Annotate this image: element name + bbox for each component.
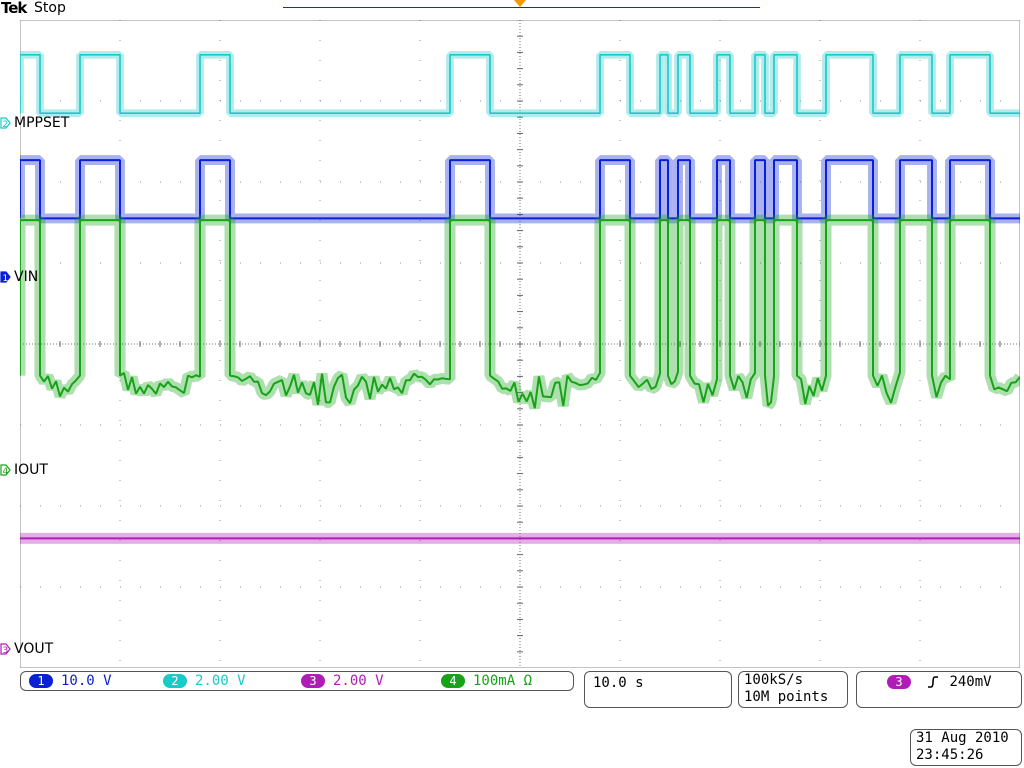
ch2-marker-icon: 2: [0, 117, 11, 129]
channel-scale-panel[interactable]: 1 10.0 V 2 2.00 V 3 2.00 V 4 100mA Ω: [20, 671, 574, 691]
ch4-scale[interactable]: 4 100mA Ω: [441, 673, 532, 689]
acquisition-status: Stop: [34, 0, 66, 16]
record-length: 10M points: [744, 689, 829, 705]
ch4-label: 4 IOUT: [0, 462, 48, 478]
svg-text:4: 4: [3, 467, 9, 476]
svg-text:2: 2: [3, 120, 9, 129]
ch4-badge: 4: [441, 674, 465, 688]
ch2-scale[interactable]: 2 2.00 V: [163, 673, 246, 689]
trigger-level: 240mV: [949, 674, 992, 690]
series-line-vin: [20, 159, 1020, 220]
trigger-position-icon: [514, 0, 526, 7]
ch1-badge: 1: [29, 674, 53, 688]
datetime-panel: 31 Aug 2010 23:45:26: [910, 729, 1022, 766]
time-readout: 23:45:26: [916, 747, 984, 763]
waveform-display: [20, 20, 1020, 668]
svg-text:3: 3: [3, 646, 9, 655]
series-line-mppset: [20, 54, 1020, 114]
graticule-grid: [20, 20, 1020, 668]
rising-edge-icon: [928, 676, 939, 688]
record-view-bar: [283, 7, 760, 8]
ch1-scale[interactable]: 1 10.0 V: [29, 673, 112, 689]
ch3-label: 3 VOUT: [0, 641, 53, 657]
waveform-traces: [20, 50, 1020, 544]
timebase-panel[interactable]: 10.0 s: [584, 671, 732, 708]
top-bar: Tek Stop: [0, 0, 1024, 20]
ch1-marker-icon: 1: [0, 271, 11, 283]
ch3-scale[interactable]: 3 2.00 V: [301, 673, 384, 689]
trigger-panel[interactable]: 3 240mV: [856, 671, 1022, 708]
trigger-source-badge: 3: [887, 675, 911, 689]
sample-rate: 100kS/s: [744, 672, 804, 688]
series-line-iout: [20, 219, 1020, 409]
date-readout: 31 Aug 2010: [916, 730, 1009, 746]
ch2-label: 2 MPPSET: [0, 115, 69, 131]
ch4-marker-icon: 4: [0, 464, 11, 476]
ch3-marker-icon: 3: [0, 643, 11, 655]
brand-logo: Tek: [1, 0, 27, 17]
acquisition-panel[interactable]: 100kS/s 10M points: [738, 671, 848, 708]
timebase-value: 10.0 s: [593, 675, 644, 691]
svg-text:1: 1: [3, 274, 9, 283]
ch2-badge: 2: [163, 674, 187, 688]
ch1-label: 1 VIN: [0, 269, 38, 285]
ch3-badge: 3: [301, 674, 325, 688]
